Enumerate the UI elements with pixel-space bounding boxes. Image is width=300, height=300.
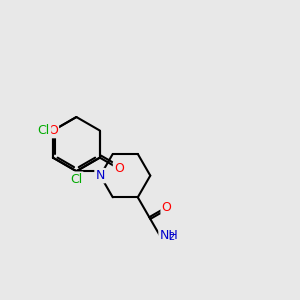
Text: O: O (114, 162, 124, 175)
Text: O: O (162, 201, 172, 214)
Text: N: N (96, 169, 105, 182)
Text: NH: NH (160, 229, 178, 242)
Text: Cl: Cl (38, 124, 50, 137)
Text: Cl: Cl (70, 173, 82, 186)
Text: 2: 2 (168, 232, 175, 242)
Text: O: O (48, 124, 58, 137)
